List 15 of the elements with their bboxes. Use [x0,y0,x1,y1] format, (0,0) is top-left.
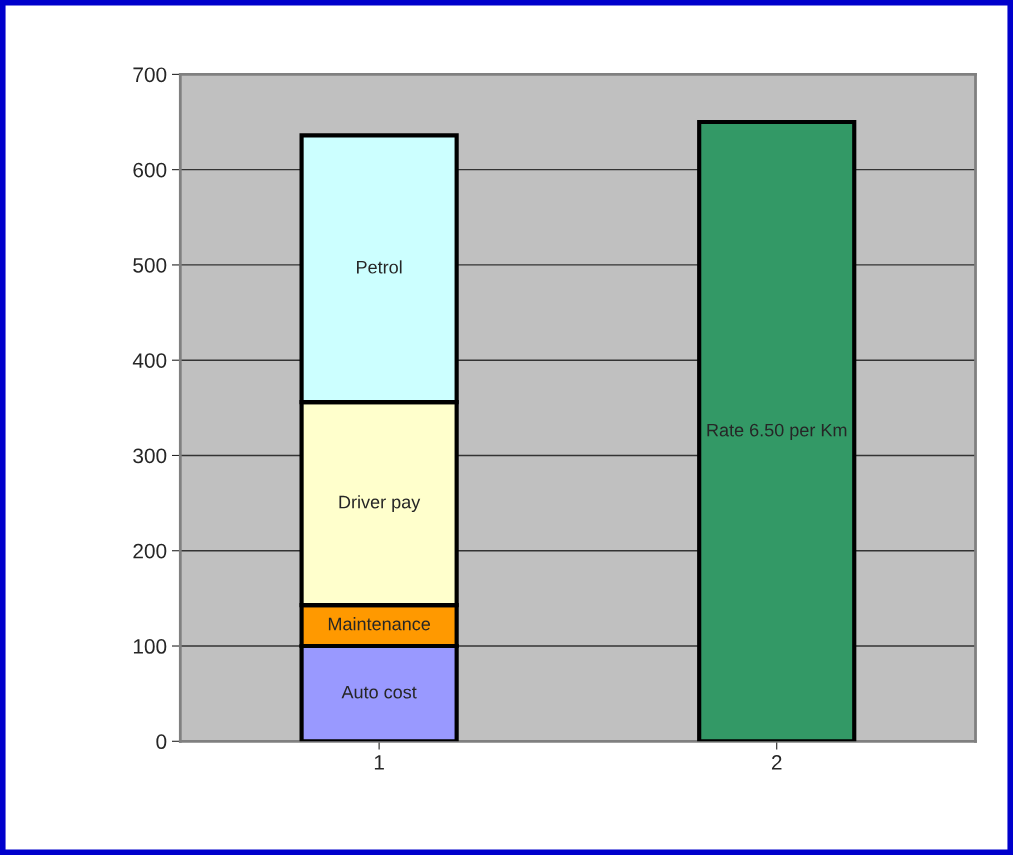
y-tick-label: 300 [133,448,167,464]
x-tick-label: 2 [771,755,782,770]
series-label: Rate 6.50 per Km [707,423,847,441]
y-tick-label: 0 [156,734,167,750]
series-label: Maintenance [328,617,431,631]
x-tick-label: 1 [374,755,384,770]
series-label: Auto cost [341,685,417,699]
series-label: Petrol [357,260,402,274]
y-tick-label: 100 [133,639,167,654]
series-label: Driver pay [339,495,421,512]
y-tick-label: 400 [132,353,167,368]
y-tick-label: 600 [133,162,167,178]
y-tick-label: 500 [133,257,167,273]
y-tick-label: 700 [133,67,167,83]
y-tick-label: 200 [133,543,167,559]
